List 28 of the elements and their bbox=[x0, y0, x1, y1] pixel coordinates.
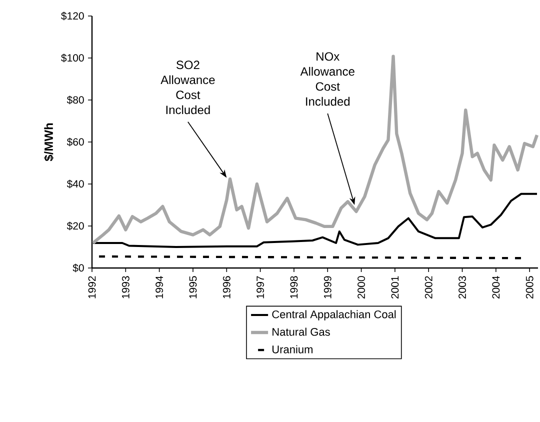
x-tick-label: 1996 bbox=[222, 276, 230, 298]
x-tick-label: 1992 bbox=[88, 276, 96, 298]
line-series bbox=[92, 192, 538, 248]
x-tick-label: 1995 bbox=[189, 276, 197, 298]
x-tick-label: 1997 bbox=[256, 276, 264, 298]
y-tick-label: $60 bbox=[66, 138, 84, 146]
x-tick-label: 2000 bbox=[358, 276, 366, 299]
x-tick-label: 2002 bbox=[424, 276, 432, 299]
legend-label: Central Appalachian Coal bbox=[272, 310, 396, 320]
annotation: SO2 Allowance Cost Included bbox=[160, 60, 215, 114]
x-tick-label: 1994 bbox=[156, 276, 164, 298]
x-tick-label: 2003 bbox=[458, 276, 466, 299]
legend-label: Natural Gas bbox=[272, 328, 330, 336]
x-tick-label: 1999 bbox=[324, 276, 332, 298]
y-axis-title: $/MWh bbox=[44, 123, 54, 162]
y-tick-label: $100 bbox=[61, 54, 84, 62]
y-tick-label: $40 bbox=[66, 180, 84, 188]
x-tick-label: 1993 bbox=[122, 276, 130, 298]
x-tick-label: 2001 bbox=[391, 276, 399, 299]
y-tick-label: $120 bbox=[61, 12, 84, 20]
legend-label: Uranium bbox=[272, 345, 312, 354]
y-tick-label: $80 bbox=[66, 96, 84, 104]
x-tick-label: 2005 bbox=[526, 276, 534, 299]
annotation: NOx Allowance Cost Included bbox=[300, 52, 354, 106]
y-tick-label: $0 bbox=[72, 264, 84, 272]
x-tick-label: 2004 bbox=[492, 276, 500, 299]
y-tick-label: $20 bbox=[66, 222, 84, 230]
x-tick-label: 1998 bbox=[290, 276, 298, 298]
